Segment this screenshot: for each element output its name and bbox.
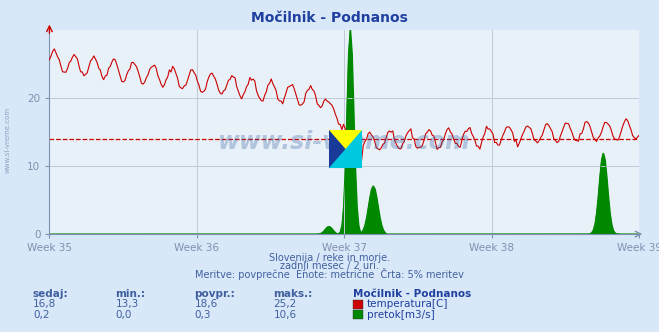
Text: 0,3: 0,3 bbox=[194, 310, 211, 320]
Bar bbox=[329, 130, 362, 168]
Text: temperatura[C]: temperatura[C] bbox=[367, 299, 449, 309]
Text: povpr.:: povpr.: bbox=[194, 289, 235, 299]
Text: Močilnik - Podnanos: Močilnik - Podnanos bbox=[251, 11, 408, 25]
Text: 0,0: 0,0 bbox=[115, 310, 132, 320]
Text: 0,2: 0,2 bbox=[33, 310, 49, 320]
Text: 10,6: 10,6 bbox=[273, 310, 297, 320]
Text: zadnji mesec / 2 uri.: zadnji mesec / 2 uri. bbox=[280, 261, 379, 271]
Text: 25,2: 25,2 bbox=[273, 299, 297, 309]
Text: maks.:: maks.: bbox=[273, 289, 313, 299]
Text: Slovenija / reke in morje.: Slovenija / reke in morje. bbox=[269, 253, 390, 263]
Text: min.:: min.: bbox=[115, 289, 146, 299]
Text: Močilnik - Podnanos: Močilnik - Podnanos bbox=[353, 289, 471, 299]
Text: 13,3: 13,3 bbox=[115, 299, 138, 309]
Polygon shape bbox=[329, 130, 362, 168]
Text: pretok[m3/s]: pretok[m3/s] bbox=[367, 310, 435, 320]
Text: 18,6: 18,6 bbox=[194, 299, 217, 309]
Text: 16,8: 16,8 bbox=[33, 299, 56, 309]
Polygon shape bbox=[329, 130, 362, 168]
Text: www.si-vreme.com: www.si-vreme.com bbox=[218, 130, 471, 154]
Text: Meritve: povprečne  Enote: metrične  Črta: 5% meritev: Meritve: povprečne Enote: metrične Črta:… bbox=[195, 268, 464, 280]
Text: sedaj:: sedaj: bbox=[33, 289, 69, 299]
Text: www.si-vreme.com: www.si-vreme.com bbox=[5, 106, 11, 173]
